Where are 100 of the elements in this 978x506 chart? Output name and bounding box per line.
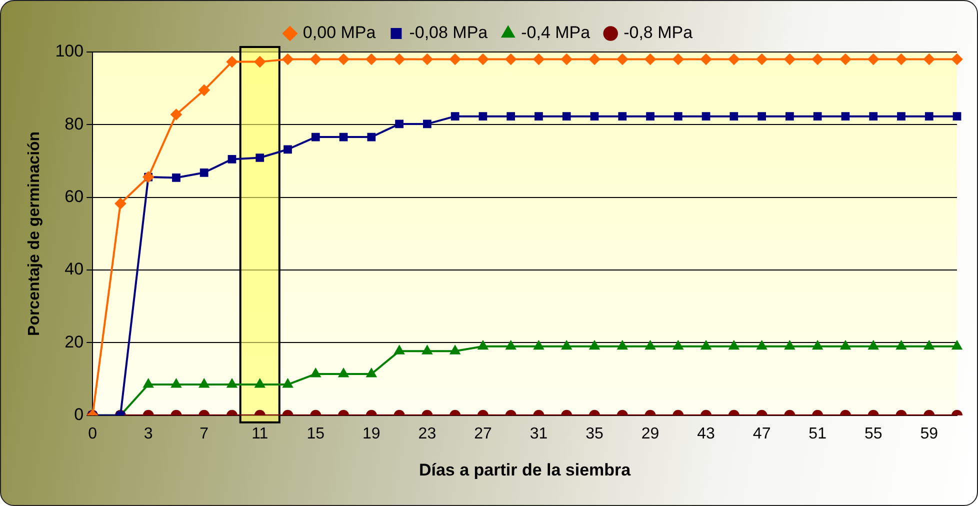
point [338, 54, 350, 65]
x-tick-label: 0 [88, 425, 98, 442]
point [226, 56, 238, 68]
point [254, 56, 266, 68]
point [562, 112, 571, 121]
point [645, 340, 656, 350]
point [868, 54, 879, 65]
point [450, 54, 461, 65]
point [813, 112, 822, 121]
point [728, 54, 740, 65]
point [841, 112, 850, 121]
point [422, 346, 432, 354]
x-tick-label: 31 [530, 425, 548, 442]
y-tick-label: 20 [64, 332, 84, 352]
point [114, 198, 126, 210]
x-tick-label: 47 [752, 425, 771, 442]
x-tick-label: 55 [864, 425, 882, 442]
point [199, 379, 209, 388]
point [228, 155, 236, 164]
x-tick-label: 51 [808, 425, 827, 442]
point [952, 54, 962, 65]
x-tick-label: 29 [641, 425, 660, 442]
y-tick-label: 60 [64, 187, 84, 206]
point [784, 340, 795, 350]
point [506, 112, 516, 121]
point [282, 379, 293, 388]
point [339, 132, 348, 142]
point [674, 112, 682, 121]
point [450, 346, 460, 354]
point [868, 340, 878, 350]
point [700, 54, 712, 65]
point [394, 54, 405, 65]
point [143, 379, 154, 388]
point [644, 54, 656, 65]
point [673, 340, 684, 350]
point [394, 346, 404, 354]
point [256, 154, 264, 162]
point [590, 340, 600, 350]
point [840, 340, 850, 350]
point [617, 340, 628, 350]
point [338, 368, 348, 378]
point [952, 112, 962, 121]
x-tick-label: 15 [306, 425, 325, 442]
x-axis-title: Días a partir de la siembra [418, 460, 632, 480]
point [729, 340, 739, 350]
point [367, 132, 376, 142]
point [477, 54, 488, 65]
x-tick-label: 35 [586, 425, 604, 442]
y-tick-label: 0 [74, 405, 84, 424]
legend-label: -0,4 MPa [521, 23, 591, 42]
x-tick-label: 7 [200, 425, 209, 442]
point [310, 368, 321, 378]
legend-label: -0,08 MPa [409, 23, 488, 42]
point [395, 120, 404, 128]
x-tick-label: 59 [920, 425, 938, 442]
point [366, 54, 377, 65]
point [450, 112, 460, 121]
point [756, 340, 767, 350]
y-tick-label: 80 [64, 114, 84, 134]
point [869, 112, 878, 121]
point [702, 112, 710, 121]
point [590, 112, 599, 121]
point [812, 340, 822, 350]
point [701, 340, 711, 350]
x-tick-label: 11 [252, 425, 268, 442]
point [284, 145, 292, 154]
point [952, 340, 962, 350]
point [758, 112, 766, 121]
point [310, 54, 322, 65]
point [478, 340, 488, 350]
x-tick-label: 3 [144, 425, 153, 442]
point [812, 54, 824, 65]
x-tick-label: 43 [697, 425, 716, 442]
point [533, 54, 544, 65]
point [200, 168, 208, 177]
point [534, 112, 543, 121]
point [366, 368, 376, 378]
point [171, 379, 182, 388]
point [896, 340, 906, 350]
point [924, 112, 934, 121]
point [924, 340, 934, 350]
point [170, 109, 182, 120]
x-tick-label: 27 [474, 425, 492, 442]
point [588, 54, 600, 65]
point [840, 54, 851, 65]
x-tick-label: 23 [418, 425, 436, 442]
point [423, 120, 432, 128]
legend-label: -0,8 MPa [624, 23, 694, 42]
point [506, 340, 516, 350]
point [254, 379, 265, 388]
y-axis-title: Porcentaje de germinación [26, 131, 44, 336]
point [227, 379, 237, 388]
x-tick-label: 19 [362, 425, 380, 442]
point [756, 54, 768, 65]
point [646, 112, 654, 121]
y-tick-label: 40 [64, 260, 84, 279]
point [618, 112, 627, 121]
point [311, 132, 320, 142]
point [422, 54, 433, 65]
point [282, 54, 294, 65]
